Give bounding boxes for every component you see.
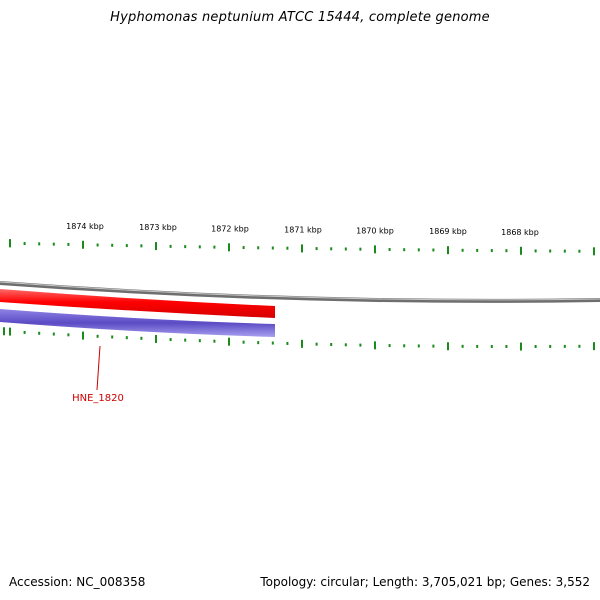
map-title: Hyphomonas neptunium ATCC 15444, complet… (110, 10, 490, 25)
ruler-label: 1872 kbp (211, 224, 249, 233)
genome-summary-text: Topology: circular; Length: 3,705,021 bp… (260, 575, 590, 589)
ruler-label: 1873 kbp (139, 223, 177, 232)
ruler-label: 1870 kbp (356, 226, 394, 235)
ruler-label: 1874 kbp (66, 222, 104, 231)
backbone-highlight (0, 281, 600, 301)
ruler-ticks-bottom (3, 327, 595, 351)
ruler-label: 1869 kbp (429, 227, 467, 236)
reverse-strand-feature (0, 309, 275, 337)
forward-strand-feature (0, 289, 275, 318)
accession-text: Accession: NC_008358 (9, 575, 146, 589)
ruler-label: 1871 kbp (284, 225, 322, 234)
ruler-labels: 1874 kbp 1873 kbp 1872 kbp 1871 kbp 1870 kbp… (66, 222, 539, 237)
ruler-ticks-top (9, 239, 595, 256)
gene-label-leader (96, 345, 101, 391)
ruler-label: 1868 kbp (501, 228, 539, 237)
gene-label-hne-1820: HNE_1820 (72, 393, 124, 404)
backbone-ring (0, 281, 600, 303)
